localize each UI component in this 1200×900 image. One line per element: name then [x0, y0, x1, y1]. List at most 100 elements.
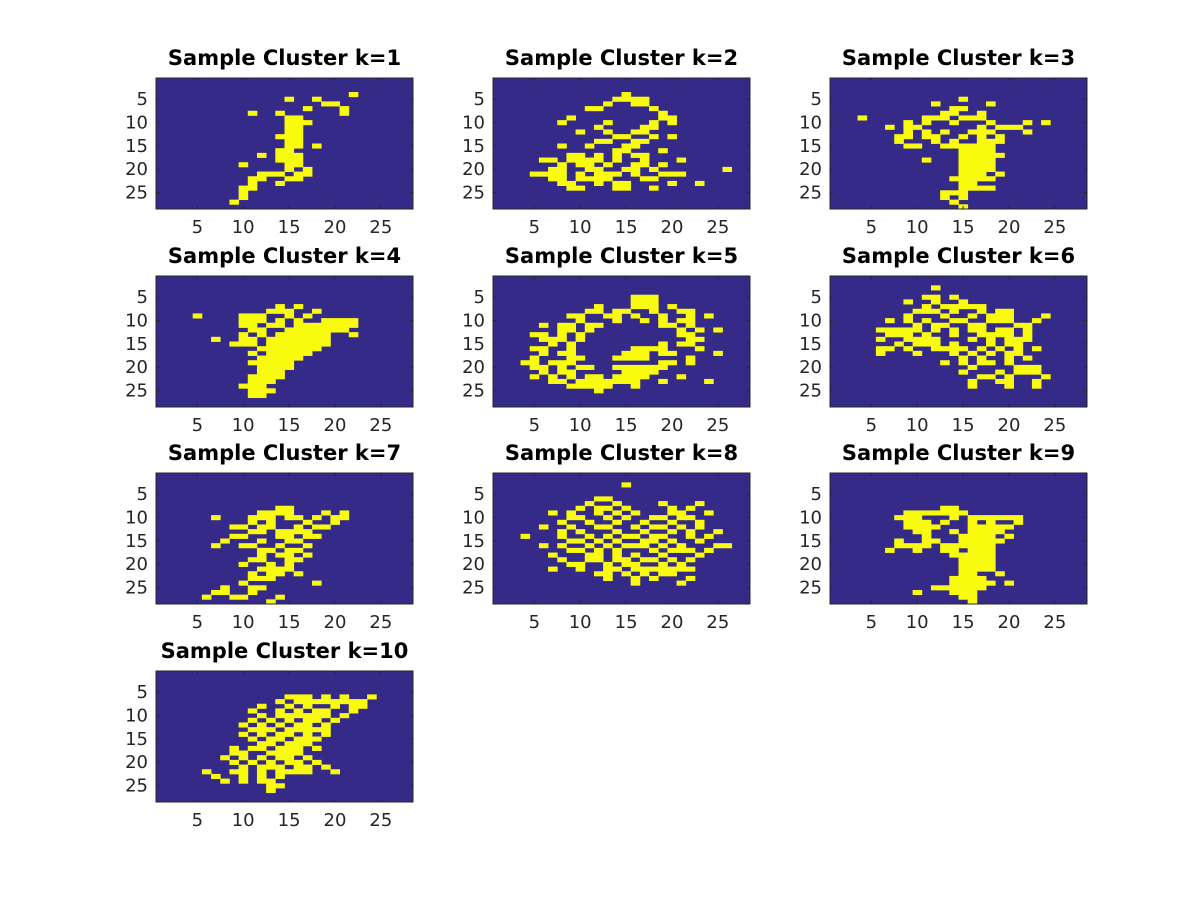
pixel-cell	[275, 322, 285, 328]
pixel-cell	[339, 327, 350, 333]
pixel-cell	[293, 699, 304, 705]
x-tick-label: 20	[661, 612, 684, 633]
pixel-cell	[649, 176, 659, 182]
pixel-cell	[330, 101, 340, 107]
pixel-cell	[293, 515, 304, 521]
pixel-cell	[685, 529, 696, 535]
pixel-cell	[967, 557, 978, 563]
pixel-cell	[649, 533, 659, 539]
pixel-cell	[704, 378, 714, 385]
pixel-cell	[584, 383, 595, 389]
x-tick-label: 10	[569, 415, 592, 436]
pixel-cell	[593, 496, 604, 502]
pixel-cell	[575, 515, 586, 521]
pixel-cell	[885, 346, 895, 352]
pixel-cell	[284, 745, 295, 751]
pixel-cell	[575, 505, 586, 511]
pixel-cell	[593, 304, 604, 310]
pixel-cell	[584, 364, 595, 370]
pixel-cell	[584, 557, 595, 563]
pixel-cell	[247, 717, 258, 723]
pixel-cell	[986, 566, 996, 572]
pixel-cell	[220, 755, 230, 761]
x-tick-label: 20	[998, 415, 1021, 436]
pixel-cell	[621, 134, 632, 140]
pixel-cell	[912, 327, 923, 333]
pixel-cell	[275, 355, 285, 361]
pixel-cell	[275, 148, 285, 154]
pixel-cell	[548, 176, 558, 182]
pixel-cell	[593, 171, 604, 177]
pixel-cell	[976, 162, 987, 168]
pixel-cell	[658, 110, 668, 116]
pixel-cell	[995, 369, 1005, 375]
pixel-cell	[630, 162, 641, 168]
pixel-cell	[266, 378, 276, 385]
pixel-cell	[348, 332, 359, 338]
pixel-cell	[667, 115, 677, 121]
pixel-cell	[548, 566, 558, 572]
pixel-cell	[967, 185, 978, 191]
pixel-cell	[921, 332, 932, 338]
pixel-cell	[293, 171, 304, 177]
pixel-cell	[603, 313, 613, 319]
pixel-cell	[284, 336, 295, 342]
pixel-cell	[930, 336, 941, 342]
pixel-cell	[967, 171, 978, 177]
pixel-cell	[676, 374, 687, 380]
subplot-title: Sample Cluster k=8	[505, 441, 738, 465]
pixel-cell	[284, 355, 295, 361]
pixel-cell	[903, 327, 914, 333]
pixel-cell	[603, 533, 613, 539]
pixel-cell	[593, 383, 604, 389]
pixel-cell	[921, 533, 932, 539]
pixel-cell	[330, 769, 340, 775]
pixel-cell	[621, 166, 632, 172]
pixel-cell	[621, 180, 632, 187]
pixel-cell	[949, 505, 959, 511]
pixel-cell	[321, 722, 331, 728]
pixel-cell	[958, 190, 969, 196]
y-tick-label: 5	[474, 89, 485, 110]
pixel-cell	[321, 694, 331, 700]
pixel-cell	[713, 350, 723, 356]
pixel-cell	[275, 152, 285, 158]
pixel-cell	[949, 552, 959, 558]
pixel-cell	[958, 143, 969, 149]
pixel-cell	[967, 589, 978, 596]
y-tick-label: 25	[462, 381, 485, 402]
pixel-cell	[995, 171, 1005, 177]
pixel-cell	[321, 510, 331, 516]
y-tick-label: 10	[799, 310, 822, 331]
pixel-layer	[529, 92, 733, 191]
pixel-cell	[275, 745, 285, 751]
pixel-cell	[912, 589, 923, 596]
pixel-cell	[658, 543, 668, 549]
pixel-cell	[630, 304, 641, 310]
pixel-cell	[312, 341, 322, 347]
pixel-cell	[275, 304, 285, 310]
pixel-cell	[220, 778, 230, 784]
pixel-cell	[649, 294, 659, 300]
pixel-cell	[986, 350, 996, 356]
pixel-cell	[894, 134, 904, 140]
x-tick-label: 5	[866, 415, 877, 436]
pixel-cell	[649, 524, 659, 530]
pixel-cell	[293, 138, 304, 144]
pixel-cell	[284, 96, 295, 102]
y-tick-label: 10	[462, 112, 485, 133]
pixel-cell	[658, 322, 668, 328]
pixel-cell	[302, 166, 313, 172]
pixel-cell	[621, 571, 632, 577]
pixel-cell	[658, 364, 668, 370]
pixel-cell	[912, 350, 923, 356]
pixel-cell	[639, 543, 650, 549]
x-tick-label: 15	[278, 415, 301, 436]
pixel-cell	[639, 138, 650, 144]
pixel-cell	[266, 515, 276, 521]
pixel-cell	[995, 571, 1005, 577]
pixel-cell	[930, 327, 941, 333]
pixel-cell	[630, 346, 641, 352]
pixel-cell	[676, 561, 687, 567]
pixel-cell	[593, 538, 604, 544]
